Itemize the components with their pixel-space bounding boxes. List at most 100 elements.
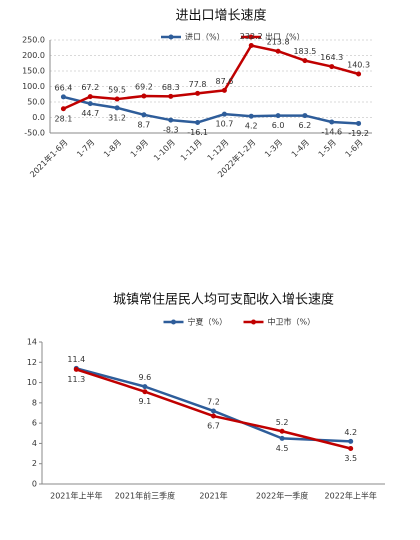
legend-label: 出口（%） <box>265 32 305 42</box>
x-tick-label: 1-9月 <box>129 138 150 159</box>
data-point <box>114 96 120 102</box>
y-tick-label: 6 <box>32 419 37 428</box>
data-label: 9.1 <box>139 397 152 406</box>
data-point <box>329 64 335 70</box>
data-label: 6.7 <box>207 422 220 431</box>
data-label: 6.2 <box>299 121 312 130</box>
data-point <box>302 113 308 119</box>
x-tick-label: 2021年前三季度 <box>115 491 175 501</box>
data-point <box>211 413 216 419</box>
data-point <box>142 389 148 395</box>
data-label: 77.8 <box>189 80 207 89</box>
data-point <box>73 366 79 372</box>
data-label: 183.5 <box>293 47 316 56</box>
data-label: 31.2 <box>108 113 126 122</box>
data-label: 232.2 <box>240 32 263 41</box>
data-point <box>168 93 174 99</box>
legend-label: 中卫市（%） <box>268 317 316 327</box>
series-line <box>63 95 359 125</box>
y-tick-label: 100.0 <box>22 82 45 91</box>
chart-title: 城镇常住居民人均可支配收入增长速度 <box>113 292 334 308</box>
data-point <box>221 87 227 93</box>
x-tick-label: 2021年1-6月 <box>28 137 70 179</box>
x-tick-label: 1-10月 <box>152 138 177 163</box>
data-label: 59.5 <box>108 86 126 95</box>
x-tick-label: 1-11月 <box>179 138 204 163</box>
data-label: 164.3 <box>320 53 343 62</box>
x-tick-label: 1-6月 <box>343 138 364 159</box>
legend-marker <box>251 319 256 325</box>
data-label: 10.7 <box>216 120 234 129</box>
y-tick-label: 250.0 <box>22 36 45 45</box>
data-label: 66.4 <box>55 83 73 92</box>
data-point <box>141 93 147 99</box>
y-tick-label: 2 <box>32 459 37 468</box>
data-point <box>211 408 216 414</box>
data-label: 7.2 <box>207 397 220 406</box>
data-label: -8.3 <box>163 126 179 135</box>
y-tick-label: 50.0 <box>27 98 45 107</box>
x-tick-label: 1-5月 <box>317 138 338 159</box>
x-tick-label: 1-12月 <box>206 138 231 163</box>
data-label: -16.1 <box>187 128 208 137</box>
data-label: 213.8 <box>267 38 290 47</box>
y-tick-label: 0.0 <box>32 113 45 122</box>
data-label: 8.7 <box>138 120 151 129</box>
data-label: -19.2 <box>348 129 369 138</box>
data-point <box>348 438 354 444</box>
data-point <box>356 71 362 77</box>
legend-marker <box>248 34 254 40</box>
data-point <box>348 446 354 451</box>
data-point <box>248 43 254 49</box>
data-label: 4.5 <box>276 444 289 453</box>
data-label: 3.5 <box>344 454 357 463</box>
data-label: 4.2 <box>344 428 357 437</box>
y-tick-label: 150.0 <box>22 67 45 76</box>
x-tick-label: 2021年上半年 <box>50 491 102 501</box>
data-label: 11.4 <box>67 355 85 364</box>
data-label: 28.1 <box>55 114 73 123</box>
y-tick-label: 14 <box>27 338 37 347</box>
legend-label: 宁夏（%） <box>188 317 228 327</box>
data-label: 9.6 <box>139 373 152 382</box>
x-tick-label: 1-4月 <box>290 138 311 159</box>
y-tick-label: 10 <box>27 378 37 387</box>
y-tick-label: 8 <box>32 398 37 407</box>
data-label: 67.2 <box>81 83 99 92</box>
y-tick-label: 200.0 <box>22 51 45 60</box>
y-tick-label: -50.0 <box>24 129 45 138</box>
data-point <box>141 112 147 118</box>
data-label: 87.6 <box>216 77 234 86</box>
legend-marker <box>168 34 174 40</box>
x-tick-label: 2022年一季度 <box>256 491 308 501</box>
data-label: 11.3 <box>67 375 85 384</box>
x-tick-label: 2021年 <box>199 491 227 501</box>
data-point <box>279 428 285 434</box>
data-point <box>168 117 174 123</box>
data-point <box>142 384 148 390</box>
data-label: 4.2 <box>245 122 258 131</box>
data-label: 140.3 <box>347 61 370 70</box>
data-point <box>279 435 285 441</box>
legend-marker <box>171 319 176 325</box>
y-tick-label: 12 <box>27 358 37 367</box>
data-point <box>329 119 335 125</box>
data-point <box>114 105 120 111</box>
data-label: 5.2 <box>276 418 289 427</box>
data-point <box>195 90 201 96</box>
data-point <box>302 58 308 64</box>
chart-title: 进出口增长速度 <box>175 8 266 24</box>
x-tick-label: 1-3月 <box>263 138 284 159</box>
data-point <box>248 113 254 119</box>
data-point <box>60 106 66 112</box>
data-label: -14.6 <box>321 128 342 137</box>
data-point <box>275 48 281 54</box>
data-point <box>87 101 93 107</box>
y-tick-label: 0 <box>32 480 37 489</box>
data-label: 68.3 <box>162 83 180 92</box>
data-point <box>87 94 93 100</box>
data-label: 69.2 <box>135 83 153 92</box>
y-tick-label: 4 <box>32 439 37 448</box>
data-point <box>275 113 281 119</box>
data-point <box>195 119 201 125</box>
